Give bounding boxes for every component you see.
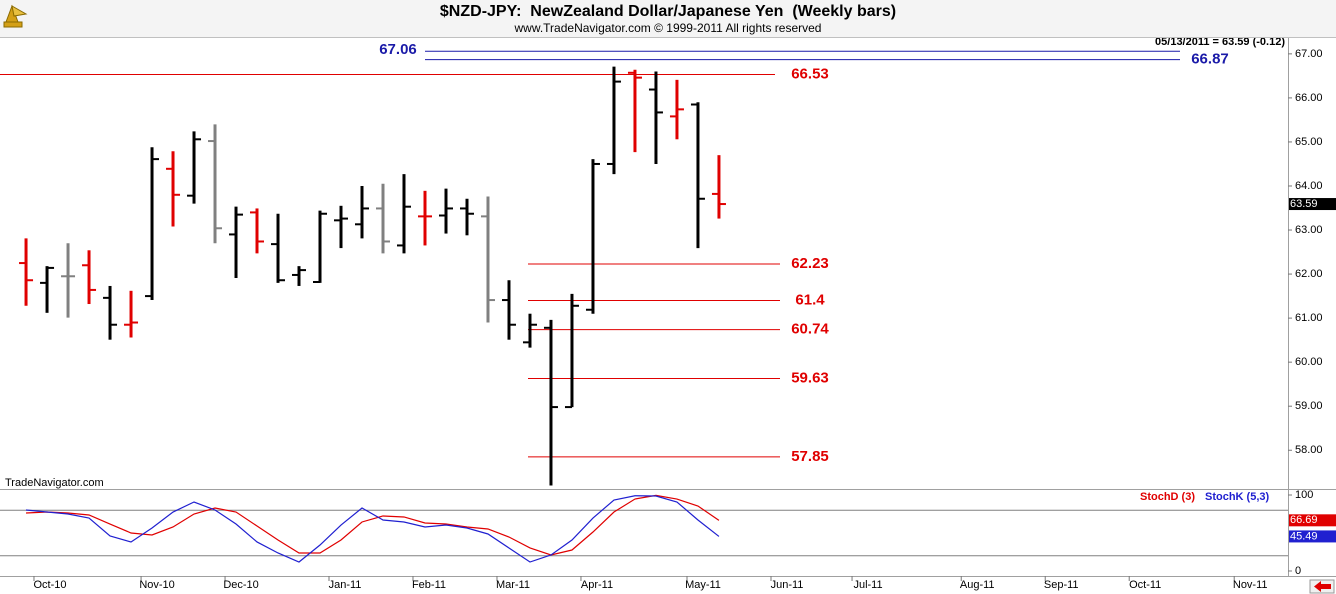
x-tick-label: Oct-11 xyxy=(1129,579,1161,591)
level-label: 57.85 xyxy=(791,448,829,465)
y-tick-label: 60.00 xyxy=(1295,356,1323,368)
stoch-line xyxy=(25,495,720,563)
x-tick-label: May-11 xyxy=(685,579,721,591)
x-tick-label: Mar-11 xyxy=(496,579,530,591)
y-tick-label: 67.00 xyxy=(1295,48,1323,60)
y-tick-label: 65.00 xyxy=(1295,136,1323,148)
y-tick-label: 66.00 xyxy=(1295,92,1323,104)
y-tick-label: 59.00 xyxy=(1295,400,1323,412)
logo xyxy=(3,4,28,28)
x-tick-label: Dec-10 xyxy=(223,579,258,591)
chart-subtitle: www.TradeNavigator.com © 1999-2011 All r… xyxy=(514,21,822,35)
level-label: 61.4 xyxy=(795,291,825,308)
chart-title: $NZD-JPY: NewZealand Dollar/Japanese Yen… xyxy=(440,3,896,20)
level-label: 60.74 xyxy=(791,321,829,338)
y-tick-label: 58.00 xyxy=(1295,444,1323,456)
x-tick-label: Sep-11 xyxy=(1044,579,1079,591)
price-tag-label: 63.59 xyxy=(1290,198,1318,210)
y-tick-label: 0 xyxy=(1295,565,1301,577)
x-tick-label: Nov-10 xyxy=(139,579,174,591)
x-tick-label: Jun-11 xyxy=(771,579,804,591)
level-label: 59.63 xyxy=(791,369,829,386)
x-tick-label: Feb-11 xyxy=(412,579,446,591)
legend-entry: StochK (5,3) xyxy=(1205,491,1270,503)
y-tick-label: 61.00 xyxy=(1295,312,1323,324)
y-tick-label: 63.00 xyxy=(1295,224,1323,236)
y-tick-label: 62.00 xyxy=(1295,268,1323,280)
stoch-line xyxy=(26,494,720,556)
level-label: 67.06 xyxy=(379,41,417,58)
y-tick-label: 64.00 xyxy=(1295,180,1323,192)
level-label: 66.53 xyxy=(791,66,829,83)
value-tag-label: 66.69 xyxy=(1290,514,1318,526)
price-tag xyxy=(1289,198,1336,211)
legend-entry: StochD (3) xyxy=(1140,491,1195,503)
x-tick-label: Jul-11 xyxy=(853,579,882,591)
x-tick-label: Jan-11 xyxy=(329,579,362,591)
level-label: 62.23 xyxy=(791,255,829,272)
header-bar xyxy=(0,0,1336,38)
x-tick-label: Nov-11 xyxy=(1233,579,1268,591)
value-tag xyxy=(1289,530,1336,543)
status-text: 05/13/2011 = 63.59 (-0.12) xyxy=(1155,36,1285,48)
value-tag-label: 45.49 xyxy=(1290,530,1318,542)
watermark: TradeNavigator.com xyxy=(5,477,104,489)
scroll-arrow[interactable] xyxy=(1309,579,1335,594)
value-tag xyxy=(1289,514,1336,527)
y-tick-label: 100 xyxy=(1295,489,1313,501)
x-tick-label: Apr-11 xyxy=(581,579,613,591)
x-tick-label: Aug-11 xyxy=(960,579,995,591)
level-label: 66.87 xyxy=(1191,51,1229,68)
x-tick-label: Oct-10 xyxy=(33,579,66,591)
